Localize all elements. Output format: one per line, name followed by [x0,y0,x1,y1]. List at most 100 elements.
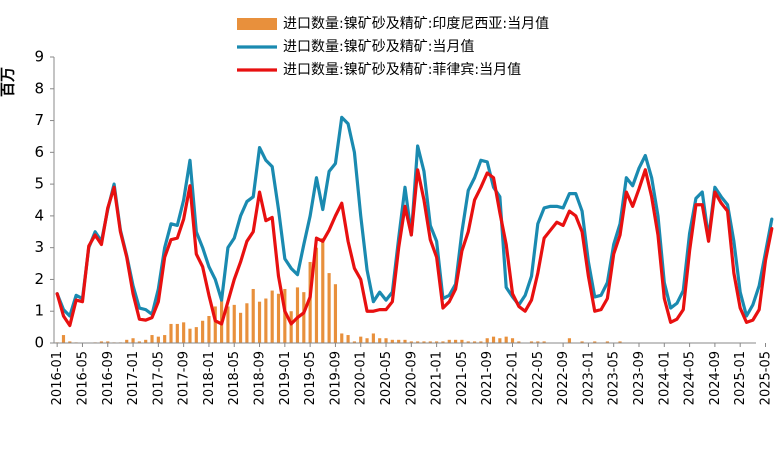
bar [257,301,262,343]
bar [333,284,338,343]
x-tick-label: 2017-01 [126,351,141,405]
bar [479,341,483,343]
bar [340,333,344,343]
x-tick-label: 2020-05 [379,351,394,405]
x-tick-label: 2024-05 [683,351,698,405]
bar [314,247,319,343]
bar [485,338,489,343]
bar [352,341,356,343]
bar [371,333,375,343]
bar [390,339,394,343]
bar [384,338,388,343]
bar [510,338,515,343]
bar [106,341,110,343]
x-tick-label: 2020-09 [404,351,419,405]
bar [251,288,255,343]
bar [276,293,281,343]
x-tick-label: 2016-01 [50,351,65,405]
bar [472,341,477,343]
x-tick-label: 2018-05 [227,351,242,405]
x-tick-label: 2019-09 [328,351,343,405]
y-tick-label: 5 [34,175,44,193]
bar [283,288,287,343]
y-tick-label: 1 [34,302,44,320]
bar [61,335,66,343]
x-tick-label: 2020-01 [354,351,369,405]
x-tick-label: 2024-09 [708,351,723,405]
bar [397,339,401,343]
bar [295,287,300,343]
bar [422,341,426,343]
bar [238,312,243,343]
y-tick-label: 0 [34,334,44,352]
x-tick-label: 2022-05 [531,351,546,405]
bar [213,306,217,343]
bar [403,339,407,343]
bar [150,335,154,343]
legend-label: 进口数量:镍矿砂及精矿:印度尼西亚:当月值 [283,16,549,32]
x-tick-label: 2017-09 [177,351,192,405]
x-tick-label: 2016-05 [75,351,90,405]
bar [182,322,186,343]
bar [289,311,293,343]
bar [460,339,464,343]
y-tick-label: 3 [34,238,44,256]
bar [441,341,445,343]
bar [308,261,312,343]
bar [207,315,211,343]
bar [232,304,236,343]
bar [175,323,179,343]
bar [498,338,502,343]
y-tick-label: 8 [34,79,44,97]
y-tick-label: 9 [34,48,44,66]
x-tick-label: 2024-01 [657,351,672,405]
x-tick-label: 2023-09 [632,351,647,405]
x-tick-label: 2018-09 [253,351,268,405]
x-tick-label: 2019-05 [303,351,318,405]
bar [428,341,432,343]
bar [321,238,325,343]
bar [99,341,104,343]
bar [226,306,230,343]
x-tick-label: 2021-09 [480,351,495,405]
bar [131,338,135,343]
bar [327,273,331,343]
legend-item: 进口数量:镍矿砂及精矿:当月值 [237,39,474,55]
legend-swatch-bar [237,18,277,30]
x-tick-label: 2023-01 [581,351,596,405]
bar [163,335,167,343]
y-axis-label: 百万 [0,67,17,97]
legend: 进口数量:镍矿砂及精矿:印度尼西亚:当月值进口数量:镍矿砂及精矿:当月值进口数量… [237,16,549,78]
x-tick-label: 2021-01 [430,351,445,405]
bar [542,341,546,343]
bar [365,338,369,343]
bar [454,339,458,343]
bar [466,341,470,343]
x-tick-label: 2017-05 [151,351,166,405]
x-tick-label: 2016-09 [101,351,116,405]
legend-label: 进口数量:镍矿砂及精矿:当月值 [283,39,474,55]
line-philippines [55,168,774,328]
bar [156,336,160,343]
x-tick-label: 2023-05 [607,351,622,405]
bar [359,336,363,343]
bar [144,339,148,343]
bar [504,336,508,343]
bar [346,335,350,343]
axis-layer: 0 1 2 3 4 5 6 7 8 9 2016-01 2016-05 2016-09 2017-01 20… [34,48,773,406]
bar [194,327,198,343]
bar [378,338,382,343]
x-tick-label: 2025-05 [758,351,773,405]
bar [137,341,141,343]
bar [529,341,534,343]
y-tick-label: 2 [34,270,44,288]
bar [536,341,540,343]
bar [580,341,584,343]
legend-item: 进口数量:镍矿砂及精矿:菲律宾:当月值 [237,62,521,78]
bar [409,341,413,343]
bar [517,341,521,343]
bar [68,341,72,343]
y-tick-label: 6 [34,143,44,161]
bar [302,292,306,343]
